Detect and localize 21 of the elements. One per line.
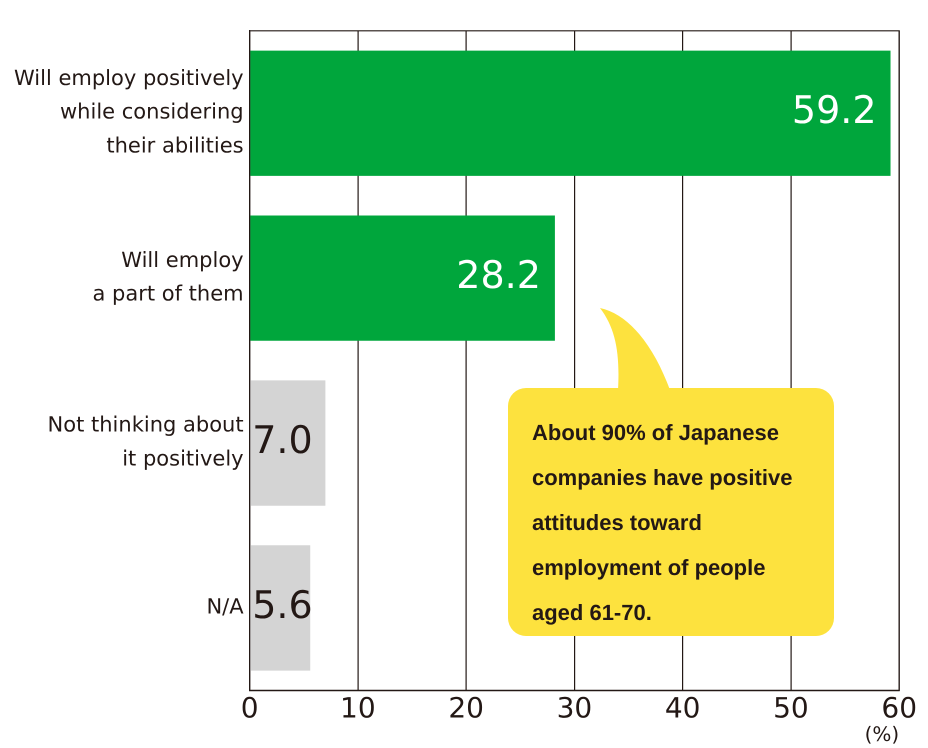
data-label: 59.2 bbox=[792, 88, 877, 132]
y-tick-label: Will employ a part of them bbox=[92, 248, 244, 306]
annotation: About 90% of Japanese companies have positive attitudes toward employment of people aged 61-70. bbox=[508, 388, 834, 636]
x-tick-label: 50 bbox=[773, 691, 809, 724]
x-tick-label: 40 bbox=[664, 691, 700, 724]
bar bbox=[250, 380, 326, 506]
data-label: 28.2 bbox=[456, 253, 541, 298]
data-label: 5.6 bbox=[252, 582, 313, 627]
x-axis-title: (%) bbox=[864, 722, 900, 746]
data-label: 7.0 bbox=[252, 418, 313, 462]
x-tick-label: 0 bbox=[240, 691, 259, 724]
bar bbox=[250, 215, 555, 341]
y-tick-label: N/A bbox=[206, 594, 244, 618]
y-tick-label: Will employ positively while considering their abilities bbox=[14, 66, 244, 158]
y-tick-label: Not thinking about it positively bbox=[48, 412, 244, 470]
x-tick-label: 60 bbox=[881, 691, 918, 724]
x-tick-label: 20 bbox=[448, 691, 484, 724]
x-tick-label: 30 bbox=[556, 691, 592, 724]
bar bbox=[250, 545, 310, 671]
bar bbox=[250, 50, 891, 176]
x-tick-label: 10 bbox=[340, 691, 376, 724]
